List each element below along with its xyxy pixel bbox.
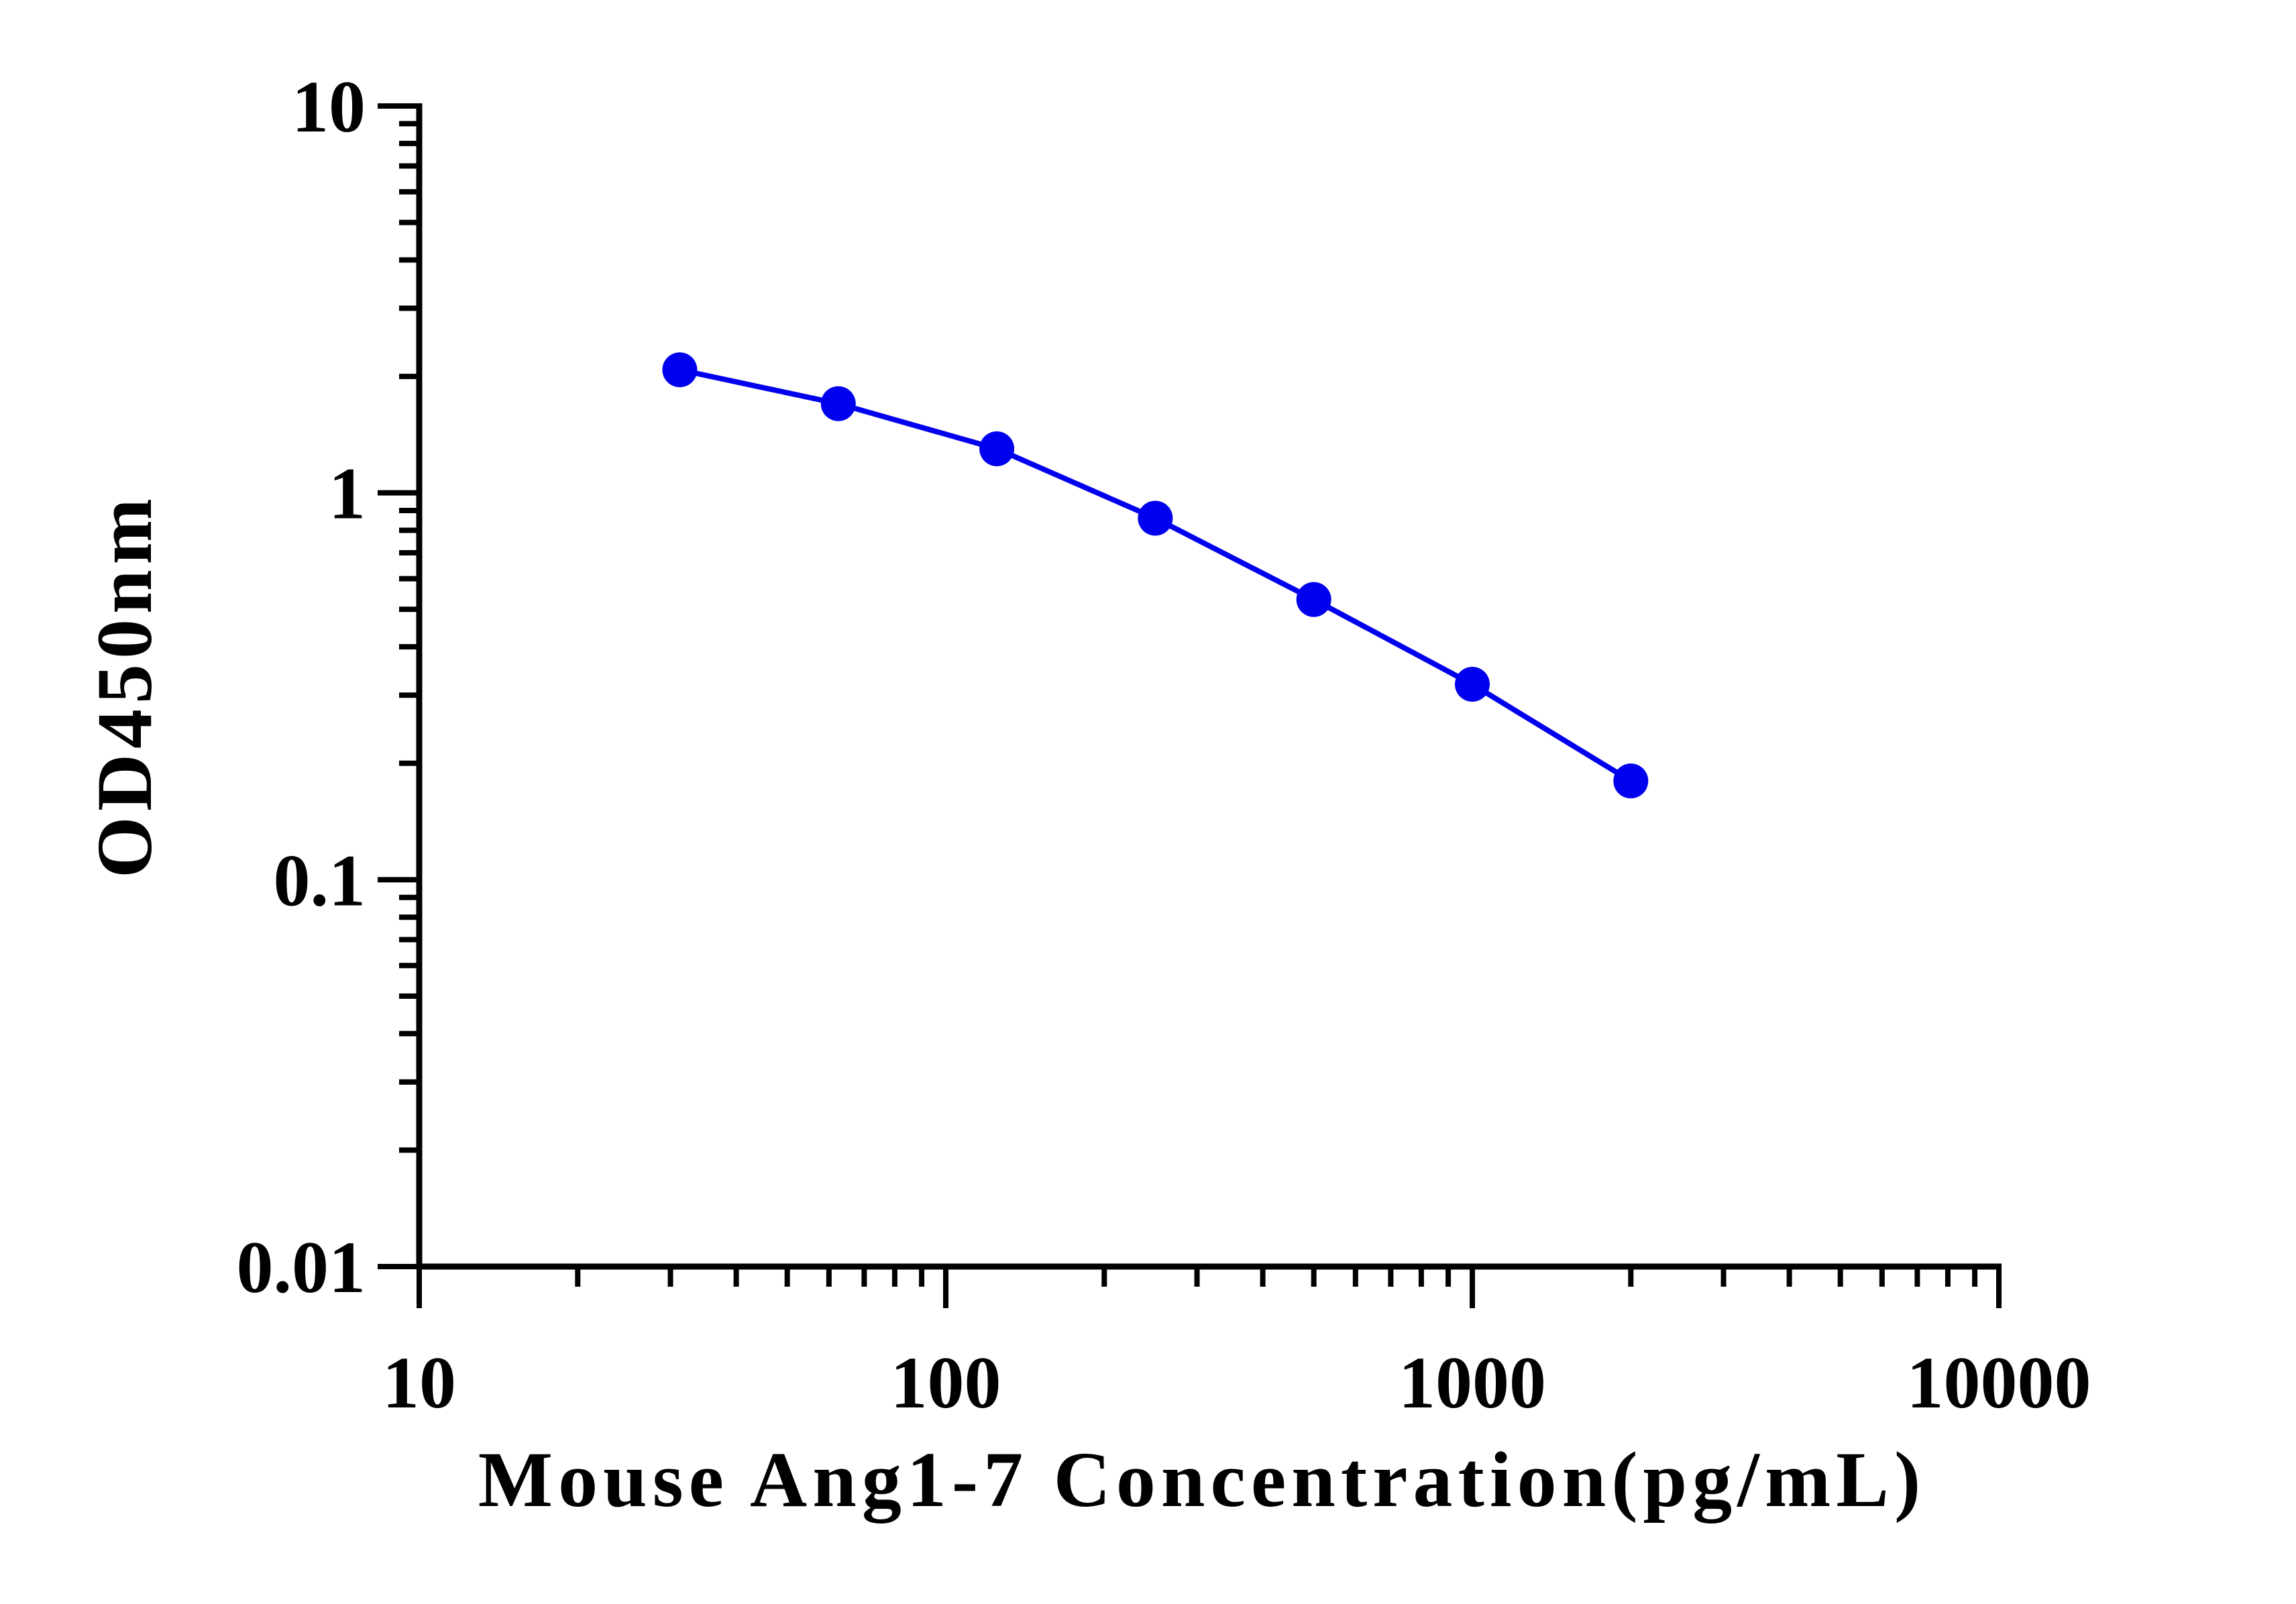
x-axis-ticks xyxy=(417,1267,2002,1308)
data-point xyxy=(979,431,1015,466)
x-tick-label: 10000 xyxy=(1907,1342,2091,1424)
x-tick-label: 1000 xyxy=(1399,1342,1546,1424)
data-point xyxy=(1296,582,1331,617)
x-axis-title: Mouse Ang1-7 Concentration(pg/mL) xyxy=(478,1436,1926,1523)
data-point xyxy=(820,386,856,421)
y-tick-label: 10 xyxy=(292,66,366,148)
series-layer xyxy=(662,352,1649,799)
y-tick-label: 0.01 xyxy=(237,1226,366,1308)
series-line xyxy=(679,367,1633,784)
data-point xyxy=(1455,667,1490,702)
y-tick-label: 1 xyxy=(329,453,366,535)
y-tick-label: 0.1 xyxy=(274,839,366,921)
data-point xyxy=(1613,763,1649,799)
y-axis-title: OD450nm xyxy=(80,493,168,878)
x-tick-label: 10 xyxy=(382,1342,456,1424)
x-tick-labels: 10 100 1000 10000 xyxy=(382,1342,2091,1424)
y-tick-labels: 0.01 0.1 1 10 xyxy=(237,66,366,1308)
y-axis-ticks xyxy=(378,103,419,1269)
data-point xyxy=(662,352,698,388)
data-point xyxy=(1138,500,1173,536)
x-tick-label: 100 xyxy=(891,1342,1001,1424)
axes xyxy=(378,103,2002,1308)
